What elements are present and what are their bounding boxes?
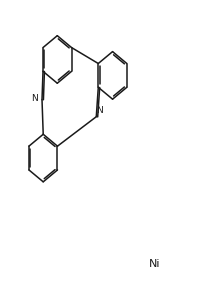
Text: Ni: Ni <box>148 259 160 269</box>
Text: N: N <box>31 94 38 103</box>
Text: N: N <box>95 106 102 115</box>
